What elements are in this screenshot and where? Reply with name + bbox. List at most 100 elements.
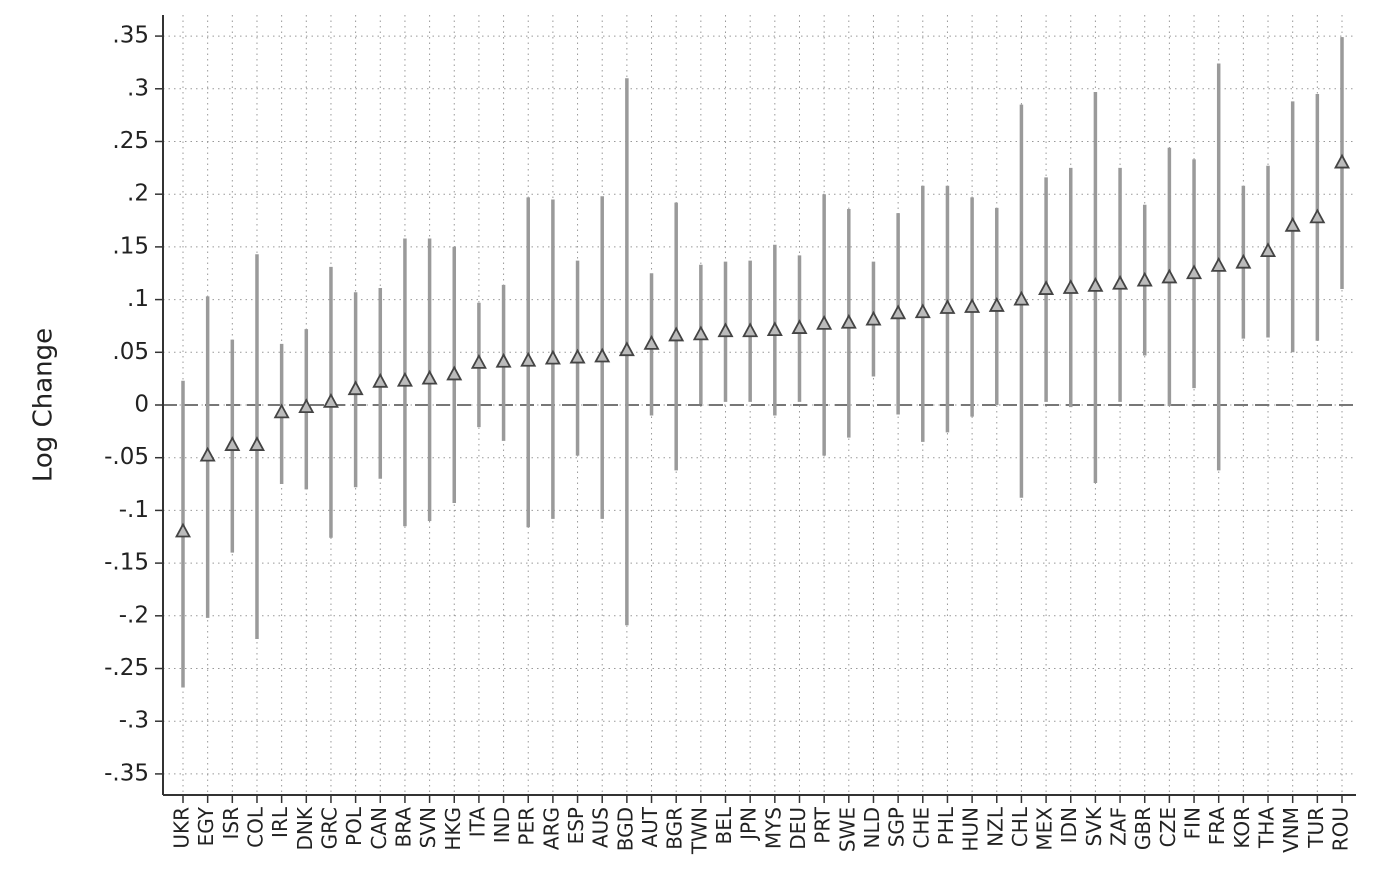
y-tick-label: 0 bbox=[134, 392, 149, 418]
point-estimate bbox=[372, 372, 389, 388]
point-estimate bbox=[890, 304, 907, 320]
x-tick-label: BEL bbox=[712, 806, 736, 844]
x-tick-label: GRC bbox=[317, 807, 341, 849]
x-tick-label: IRL bbox=[268, 806, 292, 838]
x-tick-label: ARG bbox=[539, 807, 563, 850]
point-estimate bbox=[914, 303, 931, 319]
point-estimate bbox=[1013, 290, 1030, 306]
x-tick-label: HUN bbox=[959, 807, 983, 852]
x-tick-label: HKG bbox=[441, 807, 465, 851]
x-tick-label: IND bbox=[490, 807, 514, 843]
point-estimate bbox=[594, 347, 611, 363]
point-estimate bbox=[865, 310, 882, 326]
point-estimate bbox=[988, 297, 1005, 312]
point-estimate bbox=[199, 446, 216, 462]
x-tick-label: DEU bbox=[786, 807, 810, 850]
x-tick-label: TUR bbox=[1304, 807, 1328, 849]
point-estimate bbox=[1284, 216, 1301, 232]
point-estimate bbox=[668, 326, 685, 342]
x-tick-label: ITA bbox=[465, 807, 489, 838]
x-tick-label: CZE bbox=[1156, 807, 1180, 847]
x-tick-label: BGR bbox=[663, 807, 687, 850]
x-tick-label: EGY bbox=[194, 806, 218, 846]
point-estimate bbox=[1235, 253, 1252, 269]
x-tick-label: PHL bbox=[934, 806, 958, 845]
x-tick-label: SVN bbox=[416, 807, 440, 848]
point-estimate bbox=[248, 436, 265, 451]
x-tick-label: FIN bbox=[1181, 807, 1205, 839]
x-tick-label: ROU bbox=[1329, 807, 1353, 851]
x-tick-label: CAN bbox=[367, 807, 391, 850]
x-tick-label: CHL bbox=[1008, 806, 1032, 847]
point-estimate bbox=[174, 522, 192, 538]
point-estimate bbox=[742, 322, 759, 338]
y-tick-label: -.35 bbox=[104, 760, 149, 786]
x-tick-label: SVK bbox=[1082, 806, 1106, 846]
point-estimate bbox=[1087, 277, 1104, 292]
point-estimate bbox=[396, 371, 413, 387]
point-estimate bbox=[766, 321, 783, 337]
x-tick-label: AUS bbox=[589, 807, 613, 848]
point-estimate bbox=[840, 313, 857, 329]
y-tick-label: -.05 bbox=[104, 444, 149, 470]
point-estimate bbox=[1136, 271, 1153, 287]
point-estimate bbox=[298, 398, 315, 414]
y-tick-label: -.2 bbox=[119, 602, 149, 628]
y-tick-label: -.1 bbox=[119, 497, 149, 523]
y-tick-label: -.25 bbox=[104, 655, 149, 681]
point-estimate bbox=[322, 392, 339, 408]
point-estimate bbox=[520, 351, 537, 367]
x-tick-label: ESP bbox=[564, 807, 588, 844]
x-tick-label: BRA bbox=[391, 807, 415, 848]
y-tick-label: -.15 bbox=[104, 550, 149, 576]
x-tick-label: DNK bbox=[293, 806, 317, 850]
x-tick-label: MYS bbox=[761, 807, 785, 849]
point-estimate bbox=[816, 314, 833, 330]
x-tick-label: NLD bbox=[860, 807, 884, 849]
x-tick-label: SGP bbox=[885, 807, 909, 847]
point-estimate bbox=[421, 369, 438, 385]
x-tick-label: ISR bbox=[219, 807, 243, 840]
point-estimate bbox=[1186, 264, 1203, 280]
x-tick-label: COL bbox=[243, 806, 267, 848]
y-tick-label: .05 bbox=[112, 339, 149, 365]
point-estimate bbox=[1038, 280, 1055, 295]
y-tick-label: .15 bbox=[112, 233, 149, 259]
point-estimate bbox=[692, 325, 709, 341]
point-estimate bbox=[544, 349, 561, 365]
x-tick-label: UKR bbox=[170, 807, 194, 849]
y-tick-label: .35 bbox=[112, 23, 149, 49]
x-tick-label: SWE bbox=[835, 807, 859, 852]
point-estimate bbox=[347, 380, 364, 396]
point-estimate bbox=[470, 353, 487, 369]
point-estimate bbox=[643, 334, 660, 350]
x-tick-label: BGD bbox=[613, 807, 637, 851]
y-tick-label: .2 bbox=[127, 181, 149, 207]
point-estimate bbox=[618, 341, 635, 357]
x-tick-label: PER bbox=[515, 807, 539, 846]
x-tick-label: TWN bbox=[687, 807, 711, 855]
x-tick-label: PRT bbox=[811, 806, 835, 844]
y-tick-label: .25 bbox=[112, 128, 149, 154]
y-axis-label: Log Change bbox=[29, 328, 59, 482]
y-tick-label: .1 bbox=[127, 286, 149, 312]
point-estimate bbox=[1333, 153, 1351, 169]
x-tick-label: THA bbox=[1255, 807, 1279, 849]
point-estimate bbox=[939, 299, 956, 314]
x-tick-label: CHE bbox=[909, 807, 933, 849]
x-tick-label: ZAF bbox=[1107, 807, 1131, 846]
point-estimate bbox=[1062, 279, 1079, 294]
point-estimate bbox=[964, 298, 981, 313]
x-tick-label: MEX bbox=[1033, 807, 1057, 851]
point-estimate bbox=[224, 436, 241, 451]
point-estimate bbox=[495, 352, 512, 368]
x-tick-label: GBR bbox=[1131, 807, 1155, 850]
x-tick-label: JPN bbox=[737, 807, 761, 842]
point-estimate bbox=[446, 365, 463, 381]
point-estimate bbox=[1210, 256, 1227, 272]
point-estimate bbox=[1260, 242, 1277, 258]
x-tick-label: FRA bbox=[1205, 807, 1229, 846]
point-estimate bbox=[273, 403, 290, 419]
point-estimate bbox=[569, 348, 586, 364]
